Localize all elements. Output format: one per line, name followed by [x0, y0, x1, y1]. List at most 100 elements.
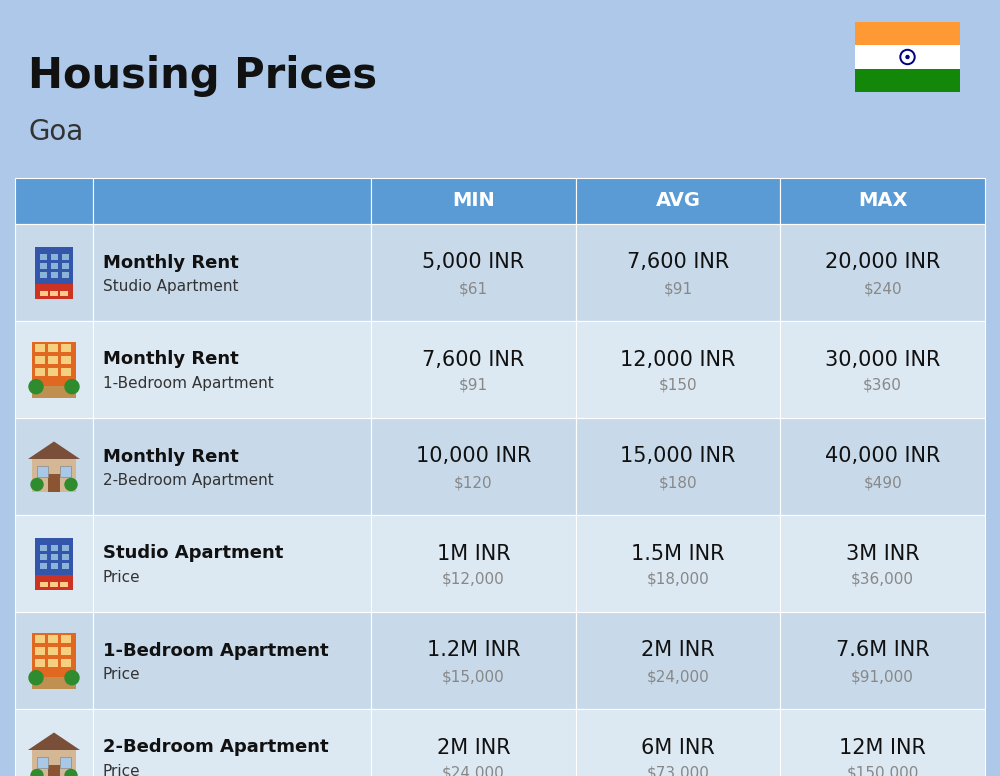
Bar — [35, 247, 73, 286]
Bar — [93, 709, 371, 776]
Bar — [40, 563, 46, 569]
Circle shape — [31, 770, 43, 776]
Bar — [62, 553, 68, 559]
Bar — [37, 757, 48, 767]
Text: $36,000: $36,000 — [851, 572, 914, 587]
Text: 12,000 INR: 12,000 INR — [620, 349, 736, 369]
Bar — [60, 291, 68, 296]
Bar — [48, 660, 58, 667]
Bar — [93, 612, 371, 709]
Polygon shape — [28, 442, 80, 459]
Bar — [60, 757, 71, 767]
Text: 1-Bedroom Apartment: 1-Bedroom Apartment — [103, 642, 329, 660]
Bar — [61, 660, 71, 667]
Bar — [40, 262, 46, 268]
Text: Monthly Rent: Monthly Rent — [103, 448, 239, 466]
Bar — [48, 356, 58, 365]
Circle shape — [900, 50, 915, 64]
Bar — [371, 224, 576, 321]
Text: 2M INR: 2M INR — [437, 737, 510, 757]
Text: $61: $61 — [459, 281, 488, 296]
Text: 1M INR: 1M INR — [437, 543, 510, 563]
Text: Studio Apartment: Studio Apartment — [103, 545, 283, 563]
Bar — [48, 636, 58, 643]
Circle shape — [29, 670, 43, 684]
Bar — [40, 553, 46, 559]
Text: 2-Bedroom Apartment: 2-Bedroom Apartment — [103, 473, 274, 488]
Bar — [780, 321, 985, 418]
Text: $24,000: $24,000 — [442, 766, 505, 776]
Bar — [371, 709, 576, 776]
Bar — [15, 178, 93, 224]
Bar — [35, 345, 45, 352]
Text: Studio Apartment: Studio Apartment — [103, 279, 239, 294]
Bar — [35, 576, 73, 590]
Text: AVG: AVG — [656, 192, 700, 210]
Bar — [15, 709, 93, 776]
Text: 7.6M INR: 7.6M INR — [836, 640, 929, 660]
Bar — [61, 647, 71, 656]
Bar — [37, 466, 48, 476]
Bar — [35, 356, 45, 365]
Bar — [35, 647, 45, 656]
Bar — [50, 563, 58, 569]
Text: $15,000: $15,000 — [442, 669, 505, 684]
Bar — [576, 709, 780, 776]
Bar — [48, 369, 58, 376]
Bar — [15, 224, 93, 321]
Bar — [93, 321, 371, 418]
Bar — [62, 254, 68, 259]
Bar — [780, 612, 985, 709]
Circle shape — [65, 479, 77, 490]
Bar — [576, 224, 780, 321]
Bar — [61, 345, 71, 352]
Bar — [93, 515, 371, 612]
Text: 1.2M INR: 1.2M INR — [427, 640, 520, 660]
Text: 2-Bedroom Apartment: 2-Bedroom Apartment — [103, 739, 329, 757]
Bar — [780, 418, 985, 515]
Bar — [35, 285, 73, 299]
Text: $150: $150 — [659, 378, 697, 393]
Bar — [576, 515, 780, 612]
Bar — [371, 515, 576, 612]
Bar — [855, 45, 960, 68]
Bar — [48, 345, 58, 352]
Text: 5,000 INR: 5,000 INR — [422, 252, 524, 272]
Bar — [93, 418, 371, 515]
Text: $24,000: $24,000 — [647, 669, 709, 684]
Bar — [50, 545, 58, 550]
Bar — [35, 369, 45, 376]
Text: MIN: MIN — [452, 192, 495, 210]
Bar — [40, 582, 48, 587]
Bar — [62, 545, 68, 550]
Bar — [35, 636, 45, 643]
Text: 2M INR: 2M INR — [641, 640, 715, 660]
Text: 15,000 INR: 15,000 INR — [620, 446, 736, 466]
Bar — [32, 677, 76, 688]
Bar — [855, 68, 960, 92]
Text: 1-Bedroom Apartment: 1-Bedroom Apartment — [103, 376, 274, 391]
Text: $12,000: $12,000 — [442, 572, 505, 587]
Bar — [576, 178, 780, 224]
Bar — [50, 291, 58, 296]
Bar — [50, 582, 58, 587]
Text: 20,000 INR: 20,000 INR — [825, 252, 940, 272]
Bar — [61, 356, 71, 365]
Bar — [40, 272, 46, 278]
Bar — [50, 553, 58, 559]
Text: 3M INR: 3M INR — [846, 543, 919, 563]
Bar — [60, 466, 71, 476]
Bar — [32, 386, 76, 397]
Text: $240: $240 — [863, 281, 902, 296]
Bar — [32, 750, 76, 776]
Text: $91,000: $91,000 — [851, 669, 914, 684]
Circle shape — [906, 56, 909, 58]
Bar — [371, 612, 576, 709]
Text: Housing Prices: Housing Prices — [28, 55, 377, 97]
Bar — [35, 660, 45, 667]
Text: $180: $180 — [659, 475, 697, 490]
Text: 30,000 INR: 30,000 INR — [825, 349, 940, 369]
Text: 40,000 INR: 40,000 INR — [825, 446, 940, 466]
Bar — [576, 612, 780, 709]
Bar — [62, 262, 68, 268]
